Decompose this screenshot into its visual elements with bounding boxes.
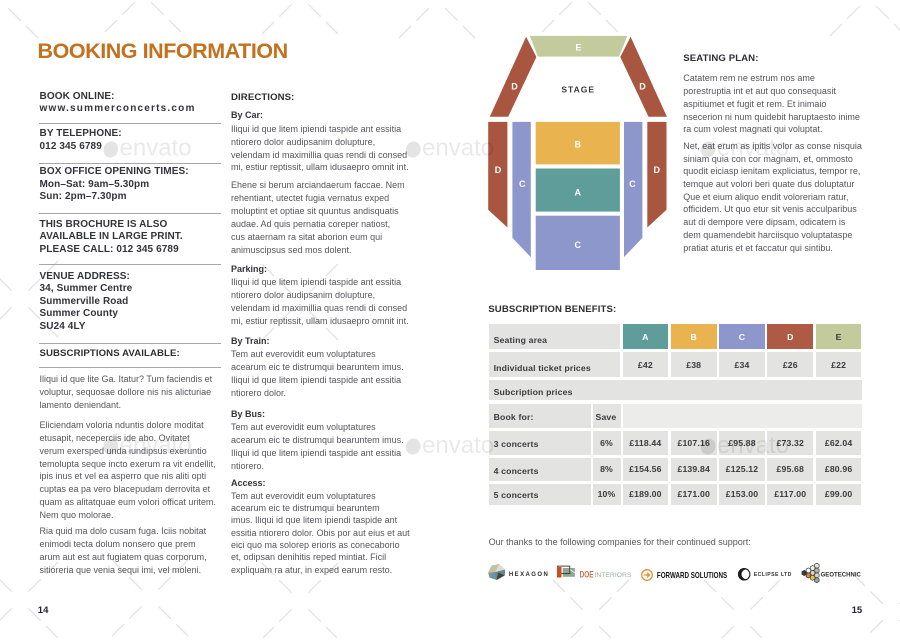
- svg-text:D: D: [653, 165, 660, 175]
- svg-text:D: D: [511, 82, 518, 92]
- svg-text:D: D: [495, 165, 502, 175]
- svg-text:HEXAGON: HEXAGON: [509, 572, 548, 578]
- svg-text:C: C: [629, 179, 636, 189]
- svg-text:C: C: [575, 240, 582, 250]
- svg-text:FORWARD SOLUTIONS: FORWARD SOLUTIONS: [657, 570, 728, 580]
- svg-text:INTERIORS: INTERIORS: [595, 572, 632, 579]
- svg-text:E: E: [575, 43, 581, 53]
- svg-text:ECLIPSE LTD: ECLIPSE LTD: [754, 572, 792, 578]
- svg-text:GEOTECHNIC: GEOTECHNIC: [821, 572, 862, 578]
- svg-text:B: B: [575, 140, 582, 150]
- svg-text:A: A: [575, 188, 582, 198]
- svg-text:STAGE: STAGE: [561, 85, 595, 95]
- svg-text:C: C: [519, 179, 526, 189]
- svg-text:DOE: DOE: [580, 569, 594, 579]
- svg-text:D: D: [639, 82, 646, 92]
